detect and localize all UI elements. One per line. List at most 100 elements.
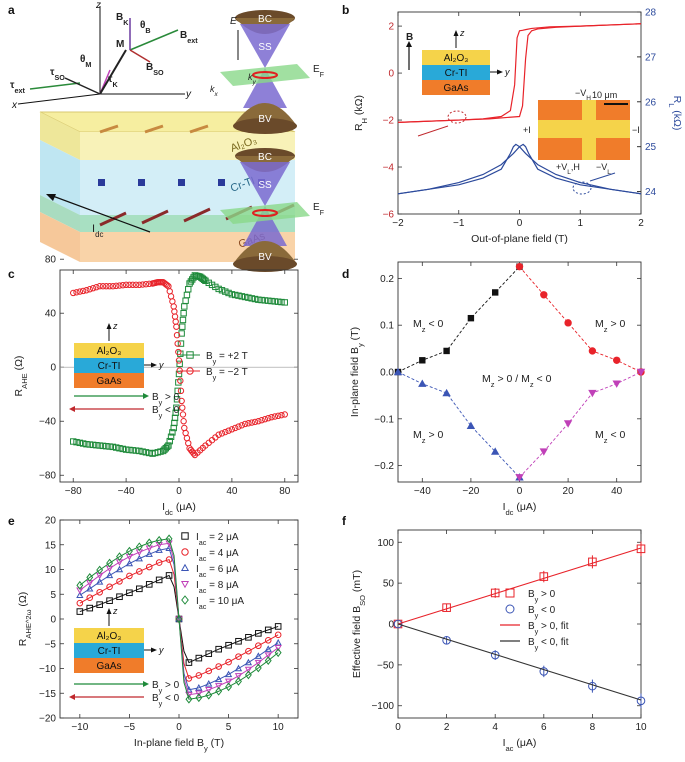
band-label: BC	[258, 14, 272, 25]
data-point	[442, 388, 451, 397]
b-inset-z-arrow	[453, 30, 459, 36]
data-point	[418, 379, 427, 387]
b-inset-layer	[422, 80, 490, 95]
data-point	[265, 414, 272, 422]
region-label: Mz < 0	[413, 318, 443, 334]
x-tick-label: 4	[492, 722, 498, 733]
data-point	[96, 565, 104, 575]
legend-label: Iac = 6 μA	[196, 564, 239, 579]
data-point	[264, 636, 272, 644]
data-point	[126, 281, 133, 289]
device-label: −VL	[596, 162, 611, 176]
data-point	[116, 552, 123, 562]
data-point	[612, 380, 621, 388]
band-label: BC	[258, 152, 272, 163]
data-point	[202, 277, 209, 285]
x-tick-label: 2	[444, 722, 450, 733]
data-point	[73, 289, 80, 296]
data-point	[255, 296, 262, 303]
vector-label: τK	[108, 74, 118, 89]
boundary-line	[397, 266, 520, 373]
y-tick-label: −2	[383, 116, 395, 127]
kx-label: kx	[210, 84, 219, 98]
x-tick-label: −20	[462, 486, 479, 497]
data-point	[178, 397, 185, 405]
c-inset-layer	[74, 373, 144, 388]
data-point	[563, 420, 573, 428]
data-point	[235, 676, 242, 686]
b-inset-layer	[422, 65, 490, 80]
data-point	[235, 423, 242, 430]
data-point	[248, 295, 255, 302]
legend-marker	[181, 548, 189, 556]
data-point	[181, 303, 188, 310]
data-point	[185, 286, 192, 293]
y-tick-label: 40	[45, 309, 57, 320]
data-point	[106, 558, 114, 568]
series-r_l-up-sweep	[397, 143, 642, 195]
data-point	[222, 288, 229, 295]
data-point	[169, 429, 176, 436]
legend-marker	[505, 604, 515, 614]
data-point	[261, 416, 269, 423]
chart-e: −10 −5 0 5 10 −20 −15 −10 −5 0 5 10 15 20 In-plane fie…	[17, 516, 299, 753]
data-point	[264, 656, 272, 665]
data-point	[177, 350, 184, 357]
data-point	[76, 587, 84, 595]
legend-label: By > 0	[528, 589, 556, 604]
moment-arrow	[99, 211, 127, 227]
device-label: −VH	[575, 88, 591, 102]
data-point	[177, 387, 185, 395]
data-point	[195, 672, 203, 679]
data-point	[175, 379, 182, 386]
moment-orange	[144, 124, 164, 134]
y-tick-label: 0	[50, 363, 56, 374]
y-tick-label: 5	[50, 590, 56, 601]
y-tick-label: −4	[383, 163, 395, 174]
panel-a-schematic: Al₂O₃Cr-TIGaAsIdczxyBKθBBextθMMBSOτSOτex…	[10, 0, 325, 272]
x-tick-label: 8	[590, 722, 596, 733]
y2-tick-label: 26	[645, 97, 657, 108]
chart-d: −40 −20 0 20 40 −0.2 −0.1 0.0 0.1 0.2 Idc (μA) In-p…	[349, 261, 646, 517]
data-point	[215, 686, 223, 696]
data-point	[126, 446, 133, 454]
data-point	[83, 287, 90, 294]
data-point	[251, 295, 259, 303]
data-point	[271, 298, 279, 305]
e-inset-y-label: y	[158, 645, 164, 655]
data-point	[76, 439, 84, 447]
data-point	[86, 604, 94, 612]
data-point	[539, 572, 549, 581]
data-point	[171, 308, 178, 315]
data-point	[636, 368, 646, 377]
legend-marker	[180, 580, 190, 589]
y-tick-label: 80	[45, 255, 57, 266]
data-point	[142, 449, 150, 456]
data-point	[539, 667, 549, 676]
data-point	[165, 572, 173, 579]
data-point	[106, 583, 113, 591]
data-point	[177, 340, 185, 347]
y-tick-label: 0.0	[380, 368, 394, 379]
data-point	[83, 440, 90, 448]
vector-label: θB	[140, 20, 151, 35]
data-point	[86, 594, 94, 602]
data-point	[261, 297, 269, 304]
data-point	[271, 413, 279, 420]
data-point	[281, 411, 288, 418]
data-point	[135, 554, 143, 562]
data-point	[70, 438, 77, 445]
boundary-line	[519, 371, 642, 478]
x-axis-label: Out-of-plane field (T)	[471, 233, 568, 245]
x-tick-label: 0	[517, 486, 523, 497]
data-point	[139, 281, 146, 288]
chart-f: 0 2 4 6 8 10 −100 −50 0 50 100 Iac (μA) Effective fi…	[351, 529, 647, 753]
data-point	[86, 286, 93, 293]
data-point	[215, 663, 222, 670]
data-point	[245, 647, 252, 655]
data-point	[515, 262, 524, 271]
moment-orange	[99, 124, 119, 134]
data-point	[190, 450, 197, 457]
data-point	[539, 448, 548, 456]
